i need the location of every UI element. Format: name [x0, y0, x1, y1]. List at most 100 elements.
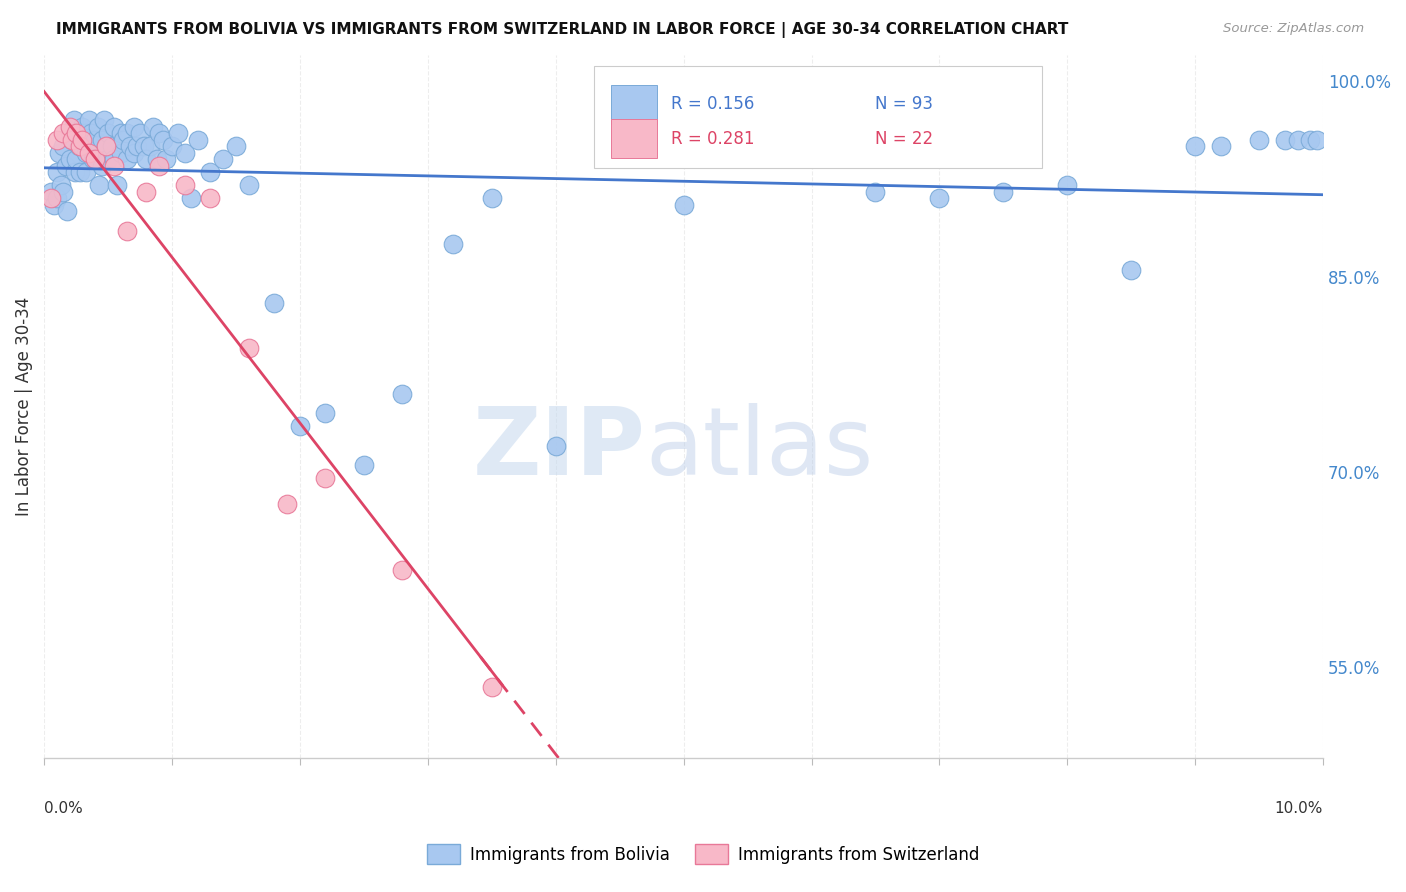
Point — [77, 145, 100, 160]
Point — [1184, 139, 1206, 153]
Point — [276, 497, 298, 511]
Point — [67, 139, 90, 153]
Point — [117, 224, 139, 238]
Point — [212, 153, 235, 167]
Point — [103, 120, 125, 134]
Point — [112, 133, 135, 147]
Point — [44, 198, 66, 212]
Point — [481, 191, 503, 205]
Point — [117, 153, 139, 167]
Point — [75, 145, 97, 160]
Y-axis label: In Labor Force | Age 30-34: In Labor Force | Age 30-34 — [15, 297, 32, 516]
Point — [315, 471, 337, 485]
Point — [132, 139, 155, 153]
Point — [117, 126, 139, 140]
Point — [187, 133, 209, 147]
Point — [737, 139, 759, 153]
Point — [993, 185, 1015, 199]
Point — [103, 159, 125, 173]
Point — [145, 153, 167, 167]
Point — [65, 153, 87, 167]
Point — [69, 139, 91, 153]
Point — [62, 113, 84, 128]
Point — [928, 191, 950, 205]
Point — [63, 165, 86, 179]
Point — [65, 126, 87, 140]
Point — [315, 406, 337, 420]
Point — [1299, 133, 1322, 147]
Point — [173, 178, 195, 193]
Point — [101, 139, 124, 153]
Point — [80, 126, 103, 140]
Point — [353, 458, 375, 473]
Point — [45, 133, 67, 147]
Point — [1306, 133, 1329, 147]
Point — [160, 139, 183, 153]
Point — [49, 178, 72, 193]
Point — [77, 133, 100, 147]
Point — [110, 126, 132, 140]
Legend: Immigrants from Bolivia, Immigrants from Switzerland: Immigrants from Bolivia, Immigrants from… — [420, 838, 986, 871]
Point — [60, 133, 83, 147]
Point — [90, 159, 112, 173]
Point — [155, 153, 177, 167]
Point — [238, 341, 260, 355]
Text: Source: ZipAtlas.com: Source: ZipAtlas.com — [1223, 22, 1364, 36]
Point — [142, 120, 165, 134]
Point — [148, 126, 170, 140]
Text: N = 93: N = 93 — [876, 95, 934, 113]
Point — [110, 145, 132, 160]
Point — [55, 159, 77, 173]
Point — [225, 139, 247, 153]
Point — [97, 126, 120, 140]
Point — [200, 165, 222, 179]
Point — [1056, 178, 1078, 193]
Point — [65, 126, 87, 140]
Text: IMMIGRANTS FROM BOLIVIA VS IMMIGRANTS FROM SWITZERLAND IN LABOR FORCE | AGE 30-3: IMMIGRANTS FROM BOLIVIA VS IMMIGRANTS FR… — [56, 22, 1069, 38]
Text: N = 22: N = 22 — [876, 129, 934, 147]
Point — [672, 198, 695, 212]
Point — [52, 139, 75, 153]
Point — [52, 185, 75, 199]
FancyBboxPatch shape — [610, 85, 657, 124]
Point — [94, 139, 117, 153]
Point — [84, 133, 107, 147]
Point — [75, 165, 97, 179]
Point — [122, 145, 145, 160]
Point — [59, 153, 82, 167]
Point — [84, 153, 107, 167]
Point — [59, 126, 82, 140]
Point — [48, 145, 70, 160]
Point — [135, 153, 157, 167]
Point — [173, 145, 195, 160]
Point — [52, 126, 75, 140]
Point — [139, 139, 162, 153]
Text: R = 0.281: R = 0.281 — [671, 129, 755, 147]
Point — [544, 439, 567, 453]
FancyBboxPatch shape — [610, 119, 657, 158]
FancyBboxPatch shape — [595, 66, 1042, 168]
Point — [180, 191, 202, 205]
Point — [84, 153, 107, 167]
Point — [122, 120, 145, 134]
Point — [39, 185, 62, 199]
Point — [73, 126, 96, 140]
Point — [288, 419, 311, 434]
Point — [200, 191, 222, 205]
Point — [72, 120, 94, 134]
Point — [1274, 133, 1296, 147]
Point — [45, 165, 67, 179]
Text: ZIP: ZIP — [472, 403, 645, 495]
Point — [1286, 133, 1309, 147]
Point — [135, 185, 157, 199]
Point — [263, 295, 285, 310]
Point — [800, 126, 823, 140]
Point — [60, 133, 83, 147]
Point — [1249, 133, 1271, 147]
Point — [93, 113, 115, 128]
Point — [72, 139, 94, 153]
Point — [56, 204, 79, 219]
Point — [148, 159, 170, 173]
Point — [45, 191, 67, 205]
Point — [609, 133, 631, 147]
